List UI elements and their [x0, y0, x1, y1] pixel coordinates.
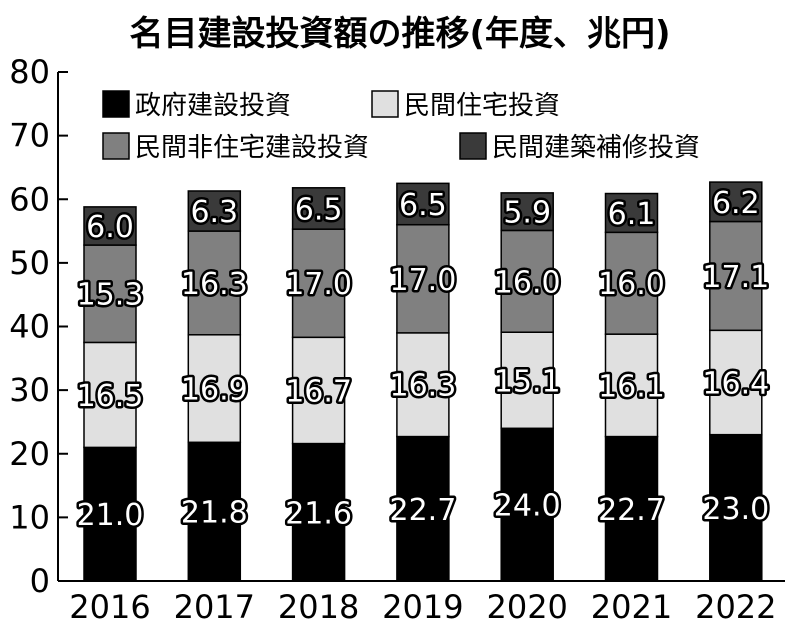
bar-segment — [83, 244, 137, 344]
bar-segment — [291, 336, 346, 445]
data-label: 21.8 — [181, 496, 248, 531]
bar-segment — [604, 192, 659, 234]
bar-segment — [500, 192, 554, 232]
x-tick-label: 2018 — [278, 588, 359, 626]
data-label: 6.0 — [86, 210, 134, 245]
bar-segment — [604, 435, 659, 582]
legend-label: 政府建設投資 — [135, 91, 291, 121]
y-tick-label: 20 — [9, 435, 50, 473]
x-tick-label: 2019 — [382, 588, 463, 626]
data-label: 6.1 — [608, 197, 656, 232]
bar-segment — [291, 228, 346, 339]
y-tick-label: 80 — [9, 53, 50, 91]
legend-label: 民間住宅投資 — [404, 91, 560, 121]
data-label: 16.3 — [390, 369, 457, 404]
data-label: 16.3 — [181, 267, 248, 302]
bar-segment — [187, 441, 242, 582]
x-tick-label: 2016 — [69, 588, 150, 626]
data-label: 6.5 — [295, 192, 343, 227]
bar-segment — [396, 182, 450, 226]
data-label: 5.9 — [503, 196, 551, 231]
data-label: 23.0 — [702, 492, 769, 527]
data-label: 17.1 — [702, 260, 769, 295]
x-tick-label: 2022 — [695, 588, 776, 626]
x-tick-label: 2017 — [174, 588, 255, 626]
x-tick-label: 2021 — [591, 588, 672, 626]
legend-swatch — [459, 132, 487, 160]
bar-segment — [187, 230, 242, 336]
bar-segment — [83, 206, 137, 246]
data-label: 21.0 — [77, 498, 144, 533]
data-label: 16.0 — [494, 265, 561, 300]
data-label: 6.2 — [712, 186, 760, 221]
bar-segment — [83, 341, 137, 449]
legend-swatch — [371, 90, 399, 118]
bar-segment — [709, 181, 763, 223]
bar-segment — [291, 442, 346, 582]
data-label: 16.4 — [702, 366, 769, 401]
bar-segment — [604, 333, 659, 438]
data-label: 6.3 — [190, 195, 238, 230]
data-label: 6.5 — [399, 188, 447, 223]
y-tick-label: 60 — [9, 180, 50, 218]
data-label: 16.1 — [598, 369, 665, 404]
data-label: 15.1 — [494, 364, 561, 399]
data-label: 24.0 — [494, 489, 561, 524]
bar-segment — [500, 331, 554, 430]
y-tick-label: 10 — [9, 498, 50, 536]
bars: 21.0 16.5 15.3 6.0 21.8 16.9 16.3 6.3 21.6 16.7 17… — [74, 181, 772, 582]
data-label: 15.3 — [77, 278, 144, 313]
axes: 0 10 20 30 40 50 60 70 80 2016 2017 2018 2019 2020 202… — [9, 53, 785, 626]
y-tick-label: 40 — [9, 308, 50, 346]
chart-title: 名目建設投資額の推移(年度、兆円) — [129, 14, 671, 54]
bar-segment — [83, 446, 137, 582]
bar-segment — [187, 190, 242, 232]
bar-segment — [187, 334, 242, 444]
data-label: 17.0 — [285, 267, 352, 302]
legend-label: 民間建築補修投資 — [492, 133, 700, 163]
y-tick-label: 30 — [9, 371, 50, 409]
legend-swatch — [102, 90, 130, 118]
data-label: 16.9 — [181, 373, 248, 408]
legend-label: 民間非住宅建設投資 — [135, 133, 369, 163]
data-label: 16.7 — [285, 374, 352, 409]
bar-segment — [709, 220, 763, 332]
data-label: 17.0 — [390, 263, 457, 298]
x-tick-label: 2020 — [486, 588, 567, 626]
data-label: 22.7 — [390, 493, 457, 528]
y-tick-label: 50 — [9, 244, 50, 282]
y-tick-label: 0 — [30, 562, 50, 600]
y-tick-label: 70 — [9, 117, 50, 155]
bar-segment — [396, 435, 450, 582]
data-label: 16.5 — [77, 379, 144, 414]
legend-swatch — [102, 132, 130, 160]
bar-segment — [396, 332, 450, 438]
data-label: 21.6 — [285, 496, 352, 531]
bar-segment — [396, 223, 450, 334]
data-label: 22.7 — [598, 493, 665, 528]
bar-segment — [291, 187, 346, 230]
data-label: 16.0 — [598, 267, 665, 302]
